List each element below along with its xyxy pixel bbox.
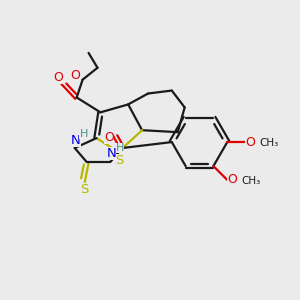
Text: O: O [53, 71, 63, 84]
Text: H: H [80, 129, 88, 139]
Text: H: H [116, 143, 124, 153]
Text: S: S [115, 154, 124, 167]
Text: O: O [227, 173, 237, 187]
Text: S: S [80, 183, 89, 196]
Text: O: O [245, 136, 255, 148]
Text: CH₃: CH₃ [259, 138, 278, 148]
Text: O: O [70, 69, 80, 82]
Text: N: N [106, 148, 116, 160]
Text: CH₃: CH₃ [241, 176, 260, 186]
Text: N: N [71, 134, 81, 147]
Text: O: O [104, 130, 114, 144]
